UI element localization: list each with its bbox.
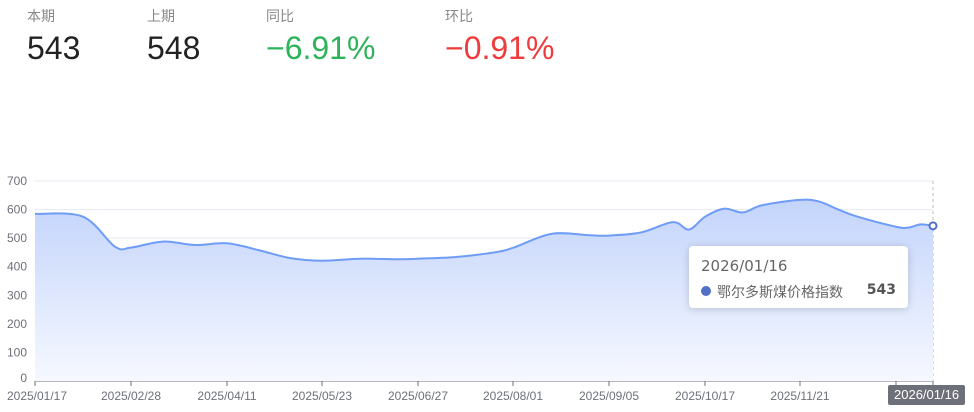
stat-label: 上期	[147, 9, 175, 25]
series-marker-icon	[701, 286, 711, 296]
tooltip-series: 鄂尔多斯煤价格指数	[717, 285, 843, 301]
tooltip: 2026/01/16 鄂尔多斯煤价格指数 543	[689, 246, 908, 308]
series-area	[35, 199, 933, 381]
stat-previous: 上期 548	[147, 6, 200, 67]
x-tick-label: 2025/04/11	[197, 389, 256, 403]
stat-yoy: 同比 −6.91%	[266, 6, 375, 67]
y-tick-label: 200	[7, 317, 27, 331]
y-tick-label: 400	[7, 260, 27, 274]
x-tick-label: 2025/06/27	[388, 389, 448, 403]
y-tick-label: 100	[7, 345, 27, 359]
y-tick-label: 300	[7, 288, 27, 302]
stat-value: 543	[27, 30, 81, 66]
tooltip-date: 2026/01/16	[701, 257, 788, 275]
axis-pointer-label: 2026/01/16	[888, 385, 966, 405]
x-tick-label: 2025/08/01	[483, 389, 543, 403]
x-tick-label: 2025/02/28	[101, 389, 161, 403]
x-tick-label: 2025/09/05	[579, 389, 639, 403]
stat-label: 同比	[266, 9, 294, 25]
stat-current: 本期 543	[27, 6, 80, 67]
x-tick-label: 2025/11/21	[770, 389, 829, 403]
x-tick-label: 2025/10/17	[675, 389, 735, 403]
y-tick-label: 500	[7, 231, 27, 245]
y-tick-label: 700	[7, 174, 27, 188]
series-line	[34, 198, 934, 262]
x-tick-label: 2025/01/17	[7, 389, 67, 403]
highlight-point	[928, 221, 938, 231]
stat-mom: 环比 −0.91%	[445, 6, 554, 67]
y-tick-label: 600	[7, 203, 27, 217]
stat-value: −0.91%	[445, 30, 555, 66]
stat-value: −6.91%	[266, 30, 376, 66]
stat-label: 环比	[445, 9, 473, 25]
stat-label: 本期	[27, 9, 55, 25]
tooltip-value: 543	[866, 282, 896, 298]
y-tick-label: 0	[20, 371, 27, 385]
stat-value: 548	[147, 30, 201, 66]
x-tick-label: 2025/05/23	[292, 389, 352, 403]
